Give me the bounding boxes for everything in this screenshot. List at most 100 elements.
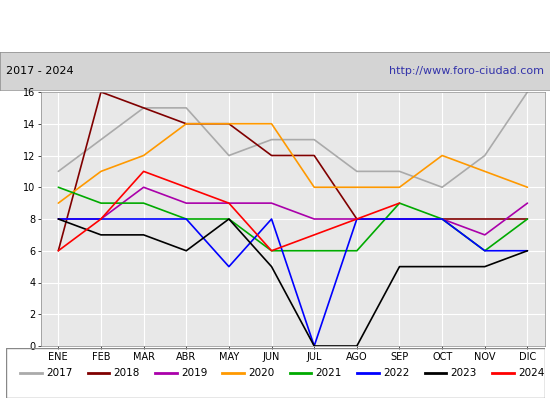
Text: 2018: 2018: [113, 368, 140, 378]
2022: [140, 217, 147, 222]
2022: [55, 217, 62, 222]
Text: 2019: 2019: [181, 368, 207, 378]
2021: [98, 201, 104, 206]
2019: [268, 201, 275, 206]
Text: 2020: 2020: [248, 368, 274, 378]
2024: [311, 232, 317, 237]
2018: [481, 217, 488, 222]
2020: [98, 169, 104, 174]
2019: [226, 201, 232, 206]
2020: [481, 169, 488, 174]
2023: [481, 264, 488, 269]
2022: [311, 344, 317, 348]
2020: [226, 121, 232, 126]
2017: [439, 185, 446, 190]
Line: 2019: 2019: [58, 187, 527, 235]
2024: [396, 201, 403, 206]
Line: 2022: 2022: [58, 219, 527, 346]
2020: [268, 121, 275, 126]
2021: [481, 248, 488, 253]
2020: [311, 185, 317, 190]
2017: [524, 90, 531, 94]
2023: [311, 344, 317, 348]
2024: [55, 248, 62, 253]
Text: 2023: 2023: [450, 368, 477, 378]
2017: [55, 169, 62, 174]
2019: [354, 217, 360, 222]
2023: [226, 217, 232, 222]
2022: [354, 217, 360, 222]
2021: [311, 248, 317, 253]
2021: [439, 217, 446, 222]
2018: [524, 217, 531, 222]
2018: [183, 121, 190, 126]
2017: [140, 106, 147, 110]
Text: 2017 - 2024: 2017 - 2024: [6, 66, 73, 76]
Line: 2020: 2020: [58, 124, 527, 203]
2021: [140, 201, 147, 206]
2019: [481, 232, 488, 237]
2017: [311, 137, 317, 142]
2019: [183, 201, 190, 206]
2021: [268, 248, 275, 253]
2018: [268, 153, 275, 158]
Text: 2024: 2024: [518, 368, 544, 378]
2017: [268, 137, 275, 142]
2023: [439, 264, 446, 269]
2020: [439, 153, 446, 158]
2018: [226, 121, 232, 126]
2017: [481, 153, 488, 158]
Line: 2018: 2018: [58, 92, 527, 251]
2018: [354, 217, 360, 222]
2017: [354, 169, 360, 174]
2019: [524, 201, 531, 206]
2024: [183, 185, 190, 190]
2022: [183, 217, 190, 222]
2022: [439, 217, 446, 222]
2019: [140, 185, 147, 190]
2017: [183, 106, 190, 110]
2023: [98, 232, 104, 237]
2020: [396, 185, 403, 190]
2021: [396, 201, 403, 206]
2023: [140, 232, 147, 237]
2018: [396, 217, 403, 222]
2022: [226, 264, 232, 269]
2019: [55, 217, 62, 222]
2020: [183, 121, 190, 126]
2023: [354, 344, 360, 348]
2021: [55, 185, 62, 190]
2023: [396, 264, 403, 269]
2023: [55, 217, 62, 222]
Line: 2017: 2017: [58, 92, 527, 187]
Text: 2021: 2021: [316, 368, 342, 378]
2017: [98, 137, 104, 142]
2018: [439, 217, 446, 222]
2018: [311, 153, 317, 158]
Line: 2021: 2021: [58, 187, 527, 251]
2024: [140, 169, 147, 174]
2024: [226, 201, 232, 206]
2023: [268, 264, 275, 269]
Text: 2017: 2017: [46, 368, 73, 378]
2022: [481, 248, 488, 253]
2021: [524, 217, 531, 222]
2024: [354, 217, 360, 222]
2019: [396, 217, 403, 222]
2019: [439, 217, 446, 222]
2017: [396, 169, 403, 174]
2019: [311, 217, 317, 222]
2017: [226, 153, 232, 158]
2021: [354, 248, 360, 253]
2020: [140, 153, 147, 158]
2021: [183, 217, 190, 222]
Text: Evolucion del paro registrado en Espadañedo: Evolucion del paro registrado en Espadañ…: [101, 18, 449, 34]
2020: [55, 201, 62, 206]
2024: [98, 217, 104, 222]
2019: [98, 217, 104, 222]
Line: 2023: 2023: [58, 219, 527, 346]
2022: [524, 248, 531, 253]
2020: [354, 185, 360, 190]
2024: [268, 248, 275, 253]
2018: [55, 248, 62, 253]
